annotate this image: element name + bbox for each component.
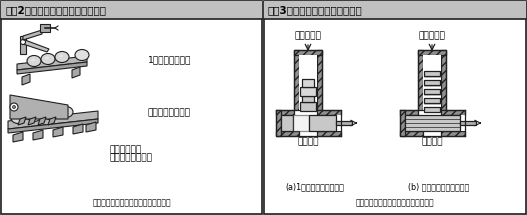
Text: 【図3】切り取り式分離方式の例: 【図3】切り取り式分離方式の例 [268, 5, 363, 15]
Bar [423, 55, 441, 110]
Circle shape [13, 106, 15, 109]
Text: 【資料】工場自動化・省略化事典より: 【資料】工場自動化・省略化事典より [93, 198, 171, 207]
Polygon shape [72, 67, 80, 78]
Polygon shape [17, 56, 87, 70]
Bar [300, 87, 316, 96]
Polygon shape [8, 119, 98, 133]
Bar [424, 107, 440, 112]
Bar [424, 80, 440, 85]
Bar [418, 50, 446, 55]
Ellipse shape [75, 49, 89, 60]
Polygon shape [22, 74, 30, 85]
Bar [294, 50, 299, 110]
Ellipse shape [31, 58, 35, 61]
Text: 供給機から: 供給機から [295, 31, 321, 40]
Ellipse shape [55, 52, 69, 63]
Bar [299, 55, 317, 110]
Bar [317, 131, 340, 136]
Bar [1, 1, 262, 214]
Text: (a)1個の部品を配送する: (a)1個の部品を配送する [285, 182, 344, 191]
Bar [276, 110, 280, 136]
Text: 1個の部品を離す: 1個の部品を離す [148, 55, 191, 64]
Bar [1, 1, 262, 19]
Bar [300, 102, 316, 111]
Bar [399, 131, 423, 136]
Bar [405, 115, 460, 131]
Polygon shape [17, 62, 87, 74]
Polygon shape [23, 30, 42, 40]
Circle shape [10, 103, 18, 111]
Polygon shape [53, 127, 63, 137]
Bar [280, 115, 292, 131]
Circle shape [21, 40, 25, 45]
Ellipse shape [59, 54, 63, 57]
Ellipse shape [59, 106, 73, 118]
Polygon shape [8, 111, 98, 129]
Bar [294, 50, 322, 55]
Ellipse shape [43, 109, 57, 120]
Bar [405, 115, 464, 131]
Polygon shape [33, 130, 43, 140]
Bar [40, 24, 50, 32]
Polygon shape [10, 95, 68, 119]
Bar [302, 79, 314, 87]
Bar [317, 110, 340, 115]
Text: 【資料】工場自動化・省略化事典より: 【資料】工場自動化・省略化事典より [356, 198, 434, 207]
Ellipse shape [27, 55, 41, 66]
Text: (b) 数個の部品を配送する: (b) 数個の部品を配送する [408, 182, 469, 191]
Bar [399, 110, 418, 115]
Bar [424, 71, 440, 76]
Bar [280, 115, 340, 131]
Text: 数個の部品を離す: 数個の部品を離す [148, 109, 191, 118]
Polygon shape [73, 124, 83, 134]
Text: 爪による１個: 爪による１個 [110, 146, 142, 155]
Bar [399, 110, 405, 136]
Bar [418, 50, 423, 110]
Polygon shape [86, 122, 96, 132]
Bar [292, 115, 308, 131]
Bar [20, 36, 26, 54]
Bar [302, 96, 314, 102]
Bar [308, 115, 336, 131]
Bar [276, 131, 299, 136]
Text: スライド: スライド [421, 137, 443, 146]
Bar [336, 121, 352, 125]
Bar [441, 110, 464, 115]
Polygon shape [38, 117, 46, 125]
Text: 【図2】止めはずし式分離方式の例: 【図2】止めはずし式分離方式の例 [5, 5, 106, 15]
Ellipse shape [27, 111, 41, 121]
Ellipse shape [11, 112, 25, 123]
Polygon shape [28, 117, 36, 125]
Text: スライド: スライド [297, 137, 319, 146]
Ellipse shape [45, 57, 49, 60]
Bar [264, 1, 526, 214]
Bar [424, 89, 440, 94]
Polygon shape [23, 40, 49, 52]
Polygon shape [13, 132, 23, 142]
Bar [424, 98, 440, 103]
Bar [264, 1, 526, 19]
Polygon shape [18, 117, 26, 125]
Ellipse shape [41, 54, 55, 64]
Bar [460, 121, 475, 125]
Bar [276, 110, 294, 115]
Bar [441, 50, 446, 110]
Bar [441, 131, 464, 136]
Bar [317, 50, 322, 110]
Text: 供給機から: 供給機から [418, 31, 445, 40]
Text: または数個の分離: または数個の分離 [110, 154, 153, 163]
Polygon shape [48, 117, 56, 125]
